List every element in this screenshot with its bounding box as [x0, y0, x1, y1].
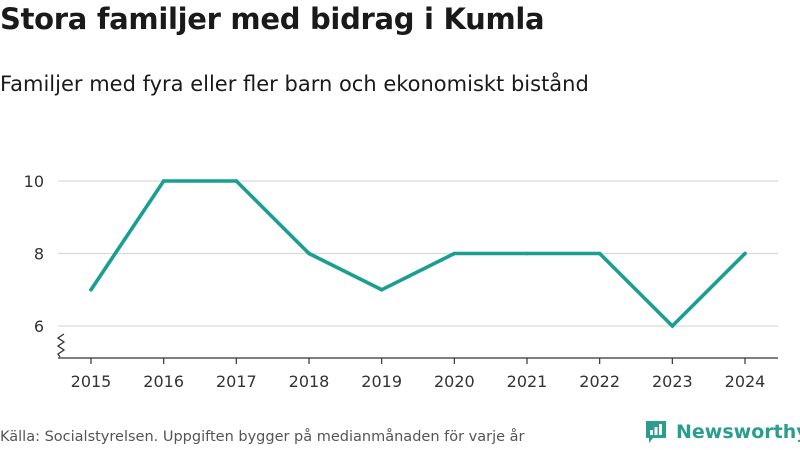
y-tick-label: 10	[24, 172, 44, 191]
x-tick-label: 2022	[579, 372, 620, 391]
gridlines	[58, 180, 778, 327]
y-tick-label: 8	[34, 245, 44, 264]
data-point-2021	[525, 251, 529, 256]
data-point-2018	[307, 251, 311, 256]
chart-subtitle: Familjer med fyra eller fler barn och ek…	[0, 72, 589, 96]
source-note: Källa: Socialstyrelsen. Uppgiften bygger…	[0, 429, 525, 445]
x-axis	[56, 333, 778, 364]
brand-name: Newsworthy	[676, 421, 800, 443]
data-point-2017	[234, 179, 239, 183]
x-tick-label: 2020	[434, 372, 475, 391]
data-point-2020	[452, 251, 457, 256]
data-point-2016	[161, 179, 166, 183]
x-tick-label: 2021	[507, 372, 548, 391]
data-point-2015	[89, 287, 93, 292]
y-tick-labels: 6 8 10	[24, 172, 44, 336]
x-tick-label: 2015	[71, 372, 112, 391]
x-tick-label: 2024	[725, 372, 766, 391]
y-axis-break-icon	[56, 333, 66, 358]
data-point-2019	[379, 287, 384, 292]
x-tick-label: 2017	[216, 372, 257, 391]
x-tick-label: 2023	[652, 372, 693, 391]
data-point-2024	[743, 251, 747, 256]
series-line	[89, 179, 747, 329]
x-tick-label: 2016	[143, 372, 184, 391]
x-tick-label: 2019	[361, 372, 402, 391]
data-point-2022	[597, 251, 602, 256]
newsworthy-logo-icon	[646, 421, 666, 443]
data-point-2023	[670, 324, 675, 328]
y-tick-label: 6	[34, 317, 44, 336]
x-tick-label: 2018	[289, 372, 330, 391]
chart-title: Stora familjer med bidrag i Kumla	[0, 2, 545, 36]
x-tick-labels: 2015 2016 2017 2018 2019 2020 2021 2022 2023 2024	[71, 372, 766, 391]
series-familjer	[89, 179, 747, 329]
newsworthy-brand: Newsworthy	[644, 419, 800, 445]
